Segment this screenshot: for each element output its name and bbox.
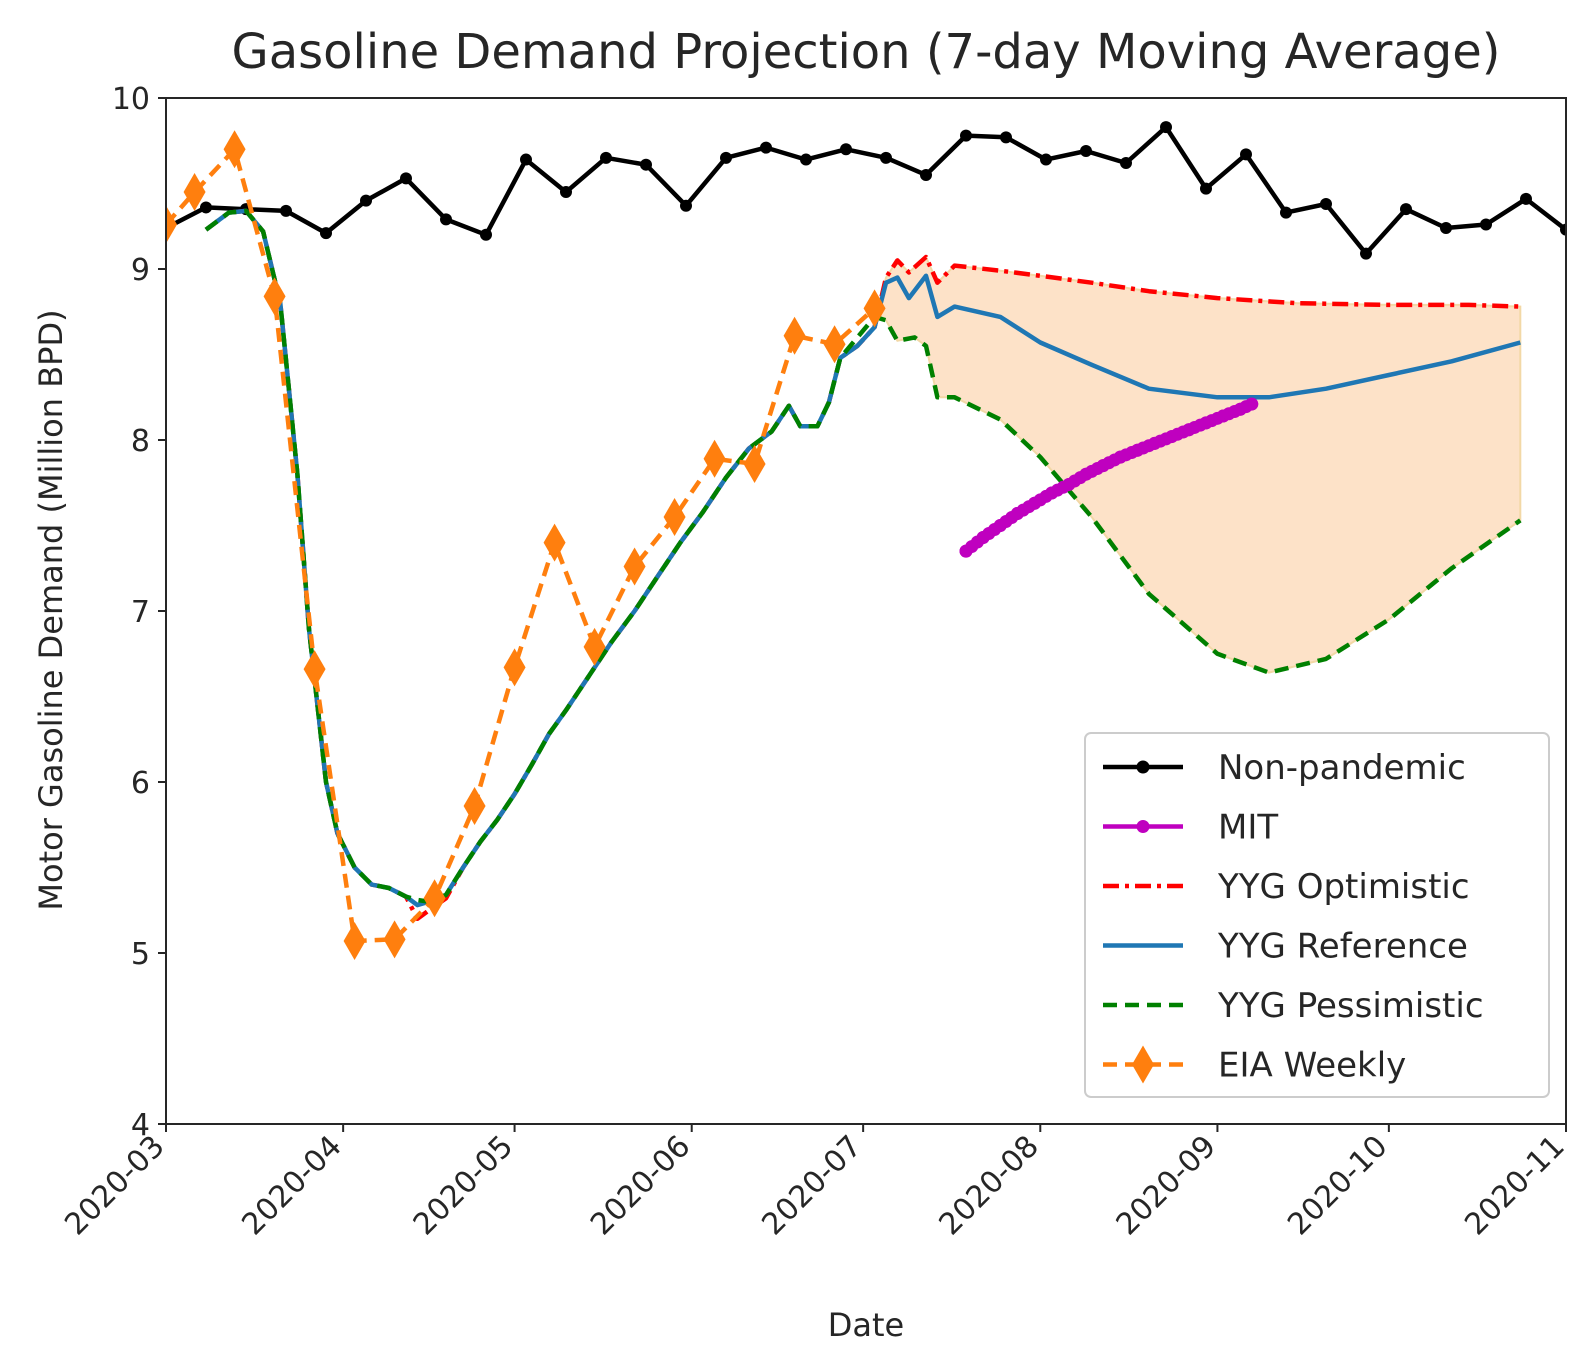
point-non-pandemic-23: [1080, 145, 1092, 158]
point-non-pandemic-13: [680, 199, 692, 212]
point-non-pandemic-33: [1480, 218, 1492, 231]
x-tick-label-2020-08: 2020-08: [933, 1129, 1046, 1242]
point-non-pandemic-18: [880, 151, 892, 164]
point-non-pandemic-5: [360, 194, 372, 207]
point-non-pandemic-15: [760, 141, 772, 154]
point-non-pandemic-22: [1040, 153, 1052, 166]
point-eia-weekly-8: [463, 786, 486, 825]
x-tick-label-2020-11: 2020-11: [1458, 1129, 1571, 1242]
point-non-pandemic-26: [1200, 182, 1212, 195]
point-eia-weekly-6: [383, 920, 406, 959]
point-non-pandemic-6: [400, 172, 412, 185]
y-tick-label-4: 4: [131, 1108, 150, 1143]
point-non-pandemic-21: [1000, 131, 1012, 144]
y-tick-label-5: 5: [131, 937, 150, 972]
point-eia-weekly-13: [663, 497, 686, 536]
point-non-pandemic-30: [1360, 247, 1372, 260]
point-eia-weekly-11: [583, 627, 606, 666]
x-axis-label: Date: [828, 1306, 904, 1344]
y-axis-label: Motor Gasoline Demand (Million BPD): [32, 309, 70, 910]
point-eia-weekly-14: [703, 439, 726, 478]
y-tick-label-8: 8: [131, 424, 150, 459]
point-eia-weekly-4: [303, 650, 326, 689]
y-tick-label-7: 7: [131, 595, 150, 630]
point-eia-weekly-17: [823, 325, 846, 364]
point-non-pandemic-11: [600, 151, 612, 164]
point-eia-weekly-15: [743, 444, 766, 483]
point-non-pandemic-35: [1560, 223, 1566, 236]
x-tick-label-2020-10: 2020-10: [1281, 1129, 1394, 1242]
point-non-pandemic-14: [720, 151, 732, 164]
point-non-pandemic-27: [1240, 148, 1252, 161]
series-line-non-pandemic: [166, 124, 1566, 256]
legend: Non-pandemic MIT YYG Optimistic YYG Referen…: [1084, 732, 1550, 1098]
plot-content: [166, 121, 1566, 961]
point-non-pandemic-17: [840, 143, 852, 156]
y-tick-label-10: 10: [112, 82, 150, 117]
y-tick-label-9: 9: [131, 253, 150, 288]
point-eia-weekly-10: [543, 523, 566, 562]
point-eia-weekly-2: [223, 130, 246, 169]
legend-label-yyg-reference: YYG Reference: [1217, 927, 1468, 967]
point-eia-weekly-9: [503, 648, 526, 687]
x-tick-label-2020-07: 2020-07: [755, 1129, 868, 1242]
point-non-pandemic-1: [200, 201, 212, 214]
point-non-pandemic-4: [320, 227, 332, 240]
y-tick-label-6: 6: [131, 766, 150, 801]
point-eia-weekly-5: [343, 922, 366, 961]
point-eia-weekly-3: [263, 277, 286, 316]
x-tick-label-2020-03: 2020-03: [58, 1129, 171, 1242]
x-tick-label-2020-06: 2020-06: [584, 1129, 697, 1242]
point-non-pandemic-9: [520, 153, 532, 166]
point-non-pandemic-10: [560, 186, 572, 199]
mit-daily-point-50: [1245, 397, 1259, 411]
point-non-pandemic-16: [800, 153, 812, 166]
point-eia-weekly-12: [623, 547, 646, 586]
legend-box: [1084, 732, 1550, 1098]
point-eia-weekly-16: [783, 316, 806, 355]
legend-label-eia-weekly: EIA Weekly: [1218, 1046, 1406, 1086]
legend-marker-mit: [1136, 820, 1150, 833]
legend-marker-eia-weekly: [1132, 1045, 1154, 1084]
point-eia-weekly-18: [863, 289, 886, 328]
series-line-yyg-pessimistic: [204, 208, 1522, 904]
point-eia-weekly-7: [423, 879, 446, 918]
point-eia-weekly-1: [183, 173, 206, 212]
point-eia-weekly-0: [166, 205, 177, 244]
point-non-pandemic-31: [1400, 203, 1412, 216]
legend-label-non-pandemic: Non-pandemic: [1218, 748, 1466, 788]
chart-title: Gasoline Demand Projection (7-day Moving…: [232, 24, 1501, 80]
legend-label-yyg-pessimistic: YYG Pessimistic: [1217, 986, 1484, 1026]
x-tick-label-2020-05: 2020-05: [407, 1129, 520, 1242]
point-non-pandemic-25: [1160, 121, 1172, 134]
projection-band: [873, 255, 1522, 674]
x-tick-label-2020-04: 2020-04: [235, 1129, 348, 1242]
legend-label-mit: MIT: [1218, 808, 1278, 848]
legend-marker-non-pandemic: [1136, 760, 1150, 774]
point-non-pandemic-28: [1280, 206, 1292, 219]
point-non-pandemic-12: [640, 158, 652, 171]
point-non-pandemic-24: [1120, 156, 1132, 169]
point-non-pandemic-19: [920, 168, 932, 181]
point-non-pandemic-8: [480, 228, 492, 241]
x-tick-label-2020-09: 2020-09: [1110, 1129, 1223, 1242]
point-non-pandemic-34: [1520, 192, 1532, 205]
plot-area: [166, 121, 1566, 961]
point-non-pandemic-32: [1440, 221, 1452, 234]
point-non-pandemic-3: [280, 204, 292, 217]
legend-label-yyg-optimistic: YYG Optimistic: [1217, 867, 1470, 907]
point-non-pandemic-7: [440, 213, 452, 226]
point-non-pandemic-20: [960, 129, 972, 142]
point-non-pandemic-29: [1320, 198, 1332, 211]
